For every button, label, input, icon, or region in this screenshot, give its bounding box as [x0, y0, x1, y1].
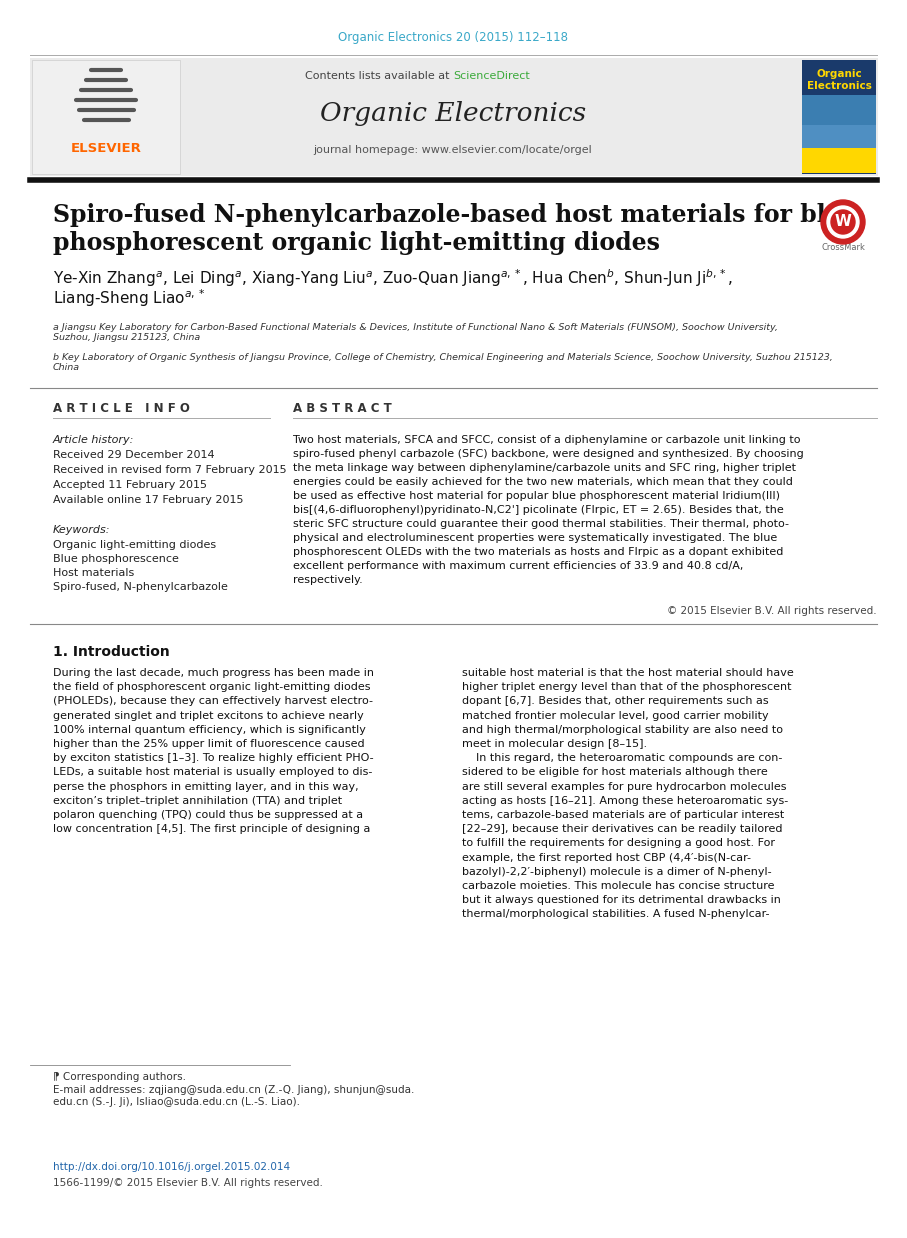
Circle shape: [831, 210, 855, 234]
Text: respectively.: respectively.: [293, 574, 363, 586]
Circle shape: [821, 201, 865, 244]
Text: Spiro-fused, N-phenylcarbazole: Spiro-fused, N-phenylcarbazole: [53, 582, 228, 592]
Text: higher than the 25% upper limit of fluorescence caused: higher than the 25% upper limit of fluor…: [53, 739, 365, 749]
Text: [22–29], because their derivatives can be readily tailored: [22–29], because their derivatives can b…: [462, 825, 783, 834]
Bar: [802, 95, 876, 150]
Text: higher triplet energy level than that of the phosphorescent: higher triplet energy level than that of…: [462, 682, 792, 692]
Bar: [30, 58, 878, 176]
Circle shape: [827, 206, 859, 238]
Text: a Jiangsu Key Laboratory for Carbon-Based Functional Materials & Devices, Instit: a Jiangsu Key Laboratory for Carbon-Base…: [53, 323, 778, 343]
Text: ⁋ Corresponding authors.: ⁋ Corresponding authors.: [53, 1072, 186, 1082]
Text: spiro-fused phenyl carbazole (SFC) backbone, were designed and synthesized. By c: spiro-fused phenyl carbazole (SFC) backb…: [293, 449, 804, 459]
Text: Article history:: Article history:: [53, 435, 134, 444]
Text: to fulfill the requirements for designing a good host. For: to fulfill the requirements for designin…: [462, 838, 775, 848]
Text: exciton’s triplet–triplet annihilation (TTA) and triplet: exciton’s triplet–triplet annihilation (…: [53, 796, 342, 806]
Text: b Key Laboratory of Organic Synthesis of Jiangsu Province, College of Chemistry,: b Key Laboratory of Organic Synthesis of…: [53, 353, 833, 373]
Text: http://dx.doi.org/10.1016/j.orgel.2015.02.014: http://dx.doi.org/10.1016/j.orgel.2015.0…: [53, 1162, 290, 1172]
Text: phosphorescent OLEDs with the two materials as hosts and FIrpic as a dopant exhi: phosphorescent OLEDs with the two materi…: [293, 547, 784, 557]
Text: bazolyl)-2,2′-biphenyl) molecule is a dimer of N-phenyl-: bazolyl)-2,2′-biphenyl) molecule is a di…: [462, 867, 772, 877]
Text: excellent performance with maximum current efficiencies of 33.9 and 40.8 cd/A,: excellent performance with maximum curre…: [293, 561, 744, 571]
Text: suitable host material is that the host material should have: suitable host material is that the host …: [462, 669, 794, 678]
Text: Blue phosphorescence: Blue phosphorescence: [53, 553, 179, 565]
Text: matched frontier molecular level, good carrier mobility: matched frontier molecular level, good c…: [462, 711, 768, 721]
Text: © 2015 Elsevier B.V. All rights reserved.: © 2015 Elsevier B.V. All rights reserved…: [668, 605, 877, 617]
Text: Liang-Sheng Liao$^{a,*}$: Liang-Sheng Liao$^{a,*}$: [53, 287, 206, 308]
Text: Received in revised form 7 February 2015: Received in revised form 7 February 2015: [53, 465, 287, 475]
Text: Keywords:: Keywords:: [53, 525, 111, 535]
Text: the meta linkage way between diphenylamine/carbazole units and SFC ring, higher : the meta linkage way between diphenylami…: [293, 463, 796, 473]
Text: Accepted 11 February 2015: Accepted 11 February 2015: [53, 480, 207, 490]
Text: Electronics: Electronics: [806, 80, 872, 92]
Bar: [802, 149, 876, 173]
Text: meet in molecular design [8–15].: meet in molecular design [8–15].: [462, 739, 647, 749]
Text: energies could be easily achieved for the two new materials, which mean that the: energies could be easily achieved for th…: [293, 477, 793, 487]
Text: Spiro-fused N-phenylcarbazole-based host materials for blue: Spiro-fused N-phenylcarbazole-based host…: [53, 203, 858, 227]
Text: carbazole moieties. This molecule has concise structure: carbazole moieties. This molecule has co…: [462, 881, 775, 891]
Bar: [802, 59, 876, 175]
Text: Organic: Organic: [816, 69, 862, 79]
Text: be used as effective host material for popular blue phosphorescent material Irid: be used as effective host material for p…: [293, 491, 780, 501]
Text: Organic light-emitting diodes: Organic light-emitting diodes: [53, 540, 216, 550]
Text: the field of phosphorescent organic light-emitting diodes: the field of phosphorescent organic ligh…: [53, 682, 370, 692]
Text: E-mail addresses: zqjiang@suda.edu.cn (Z.-Q. Jiang), shunjun@suda.
edu.cn (S.-J.: E-mail addresses: zqjiang@suda.edu.cn (Z…: [53, 1084, 414, 1107]
Text: low concentration [4,5]. The first principle of designing a: low concentration [4,5]. The first princ…: [53, 825, 370, 834]
Text: Available online 17 February 2015: Available online 17 February 2015: [53, 495, 243, 505]
Text: generated singlet and triplet excitons to achieve nearly: generated singlet and triplet excitons t…: [53, 711, 364, 721]
Text: Ye-Xin Zhang$^a$, Lei Ding$^a$, Xiang-Yang Liu$^a$, Zuo-Quan Jiang$^{a,*}$, Hua : Ye-Xin Zhang$^a$, Lei Ding$^a$, Xiang-Ya…: [53, 267, 733, 288]
Text: LEDs, a suitable host material is usually employed to dis-: LEDs, a suitable host material is usuall…: [53, 768, 373, 777]
Text: are still several examples for pure hydrocarbon molecules: are still several examples for pure hydr…: [462, 781, 786, 791]
Text: Organic Electronics: Organic Electronics: [320, 100, 586, 125]
Text: polaron quenching (TPQ) could thus be suppressed at a: polaron quenching (TPQ) could thus be su…: [53, 810, 363, 820]
Text: phosphorescent organic light-emitting diodes: phosphorescent organic light-emitting di…: [53, 232, 660, 255]
Text: example, the first reported host CBP (4,4′-bis(N-car-: example, the first reported host CBP (4,…: [462, 853, 751, 863]
Text: Contents lists available at: Contents lists available at: [305, 71, 453, 80]
Text: tems, carbazole-based materials are of particular interest: tems, carbazole-based materials are of p…: [462, 810, 785, 820]
Text: Received 29 December 2014: Received 29 December 2014: [53, 449, 215, 461]
Text: Two host materials, SFCA and SFCC, consist of a diphenylamine or carbazole unit : Two host materials, SFCA and SFCC, consi…: [293, 435, 801, 444]
Text: journal homepage: www.elsevier.com/locate/orgel: journal homepage: www.elsevier.com/locat…: [314, 145, 592, 155]
Text: bis[(4,6-difluorophenyl)pyridinato-N,C2'] picolinate (FIrpic, ET = 2.65). Beside: bis[(4,6-difluorophenyl)pyridinato-N,C2'…: [293, 505, 784, 515]
Text: thermal/morphological stabilities. A fused N-phenylcar-: thermal/morphological stabilities. A fus…: [462, 910, 769, 920]
Text: dopant [6,7]. Besides that, other requirements such as: dopant [6,7]. Besides that, other requir…: [462, 697, 768, 707]
Text: ELSEVIER: ELSEVIER: [71, 141, 141, 155]
Text: physical and electroluminescent properties were systematically investigated. The: physical and electroluminescent properti…: [293, 534, 777, 543]
Text: sidered to be eligible for host materials although there: sidered to be eligible for host material…: [462, 768, 767, 777]
Text: steric SFC structure could guarantee their good thermal stabilities. Their therm: steric SFC structure could guarantee the…: [293, 519, 789, 529]
Text: (PHOLEDs), because they can effectively harvest electro-: (PHOLEDs), because they can effectively …: [53, 697, 373, 707]
Bar: [32, 59, 180, 175]
Text: by exciton statistics [1–3]. To realize highly efficient PHO-: by exciton statistics [1–3]. To realize …: [53, 753, 374, 763]
Text: During the last decade, much progress has been made in: During the last decade, much progress ha…: [53, 669, 374, 678]
Bar: [802, 95, 876, 125]
Text: 1566-1199/© 2015 Elsevier B.V. All rights reserved.: 1566-1199/© 2015 Elsevier B.V. All right…: [53, 1179, 323, 1188]
Text: but it always questioned for its detrimental drawbacks in: but it always questioned for its detrime…: [462, 895, 781, 905]
Text: perse the phosphors in emitting layer, and in this way,: perse the phosphors in emitting layer, a…: [53, 781, 358, 791]
Text: W: W: [834, 214, 852, 229]
Text: CrossMark: CrossMark: [821, 244, 865, 253]
Text: Host materials: Host materials: [53, 568, 134, 578]
Text: 100% internal quantum efficiency, which is significantly: 100% internal quantum efficiency, which …: [53, 724, 366, 735]
Text: acting as hosts [16–21]. Among these heteroaromatic sys-: acting as hosts [16–21]. Among these het…: [462, 796, 788, 806]
Text: and high thermal/morphological stability are also need to: and high thermal/morphological stability…: [462, 724, 783, 735]
Text: ScienceDirect: ScienceDirect: [453, 71, 530, 80]
Text: 1. Introduction: 1. Introduction: [53, 645, 170, 659]
Text: In this regard, the heteroaromatic compounds are con-: In this regard, the heteroaromatic compo…: [462, 753, 783, 763]
Text: A B S T R A C T: A B S T R A C T: [293, 401, 392, 415]
Text: Organic Electronics 20 (2015) 112–118: Organic Electronics 20 (2015) 112–118: [338, 31, 568, 45]
Text: A R T I C L E   I N F O: A R T I C L E I N F O: [53, 401, 190, 415]
